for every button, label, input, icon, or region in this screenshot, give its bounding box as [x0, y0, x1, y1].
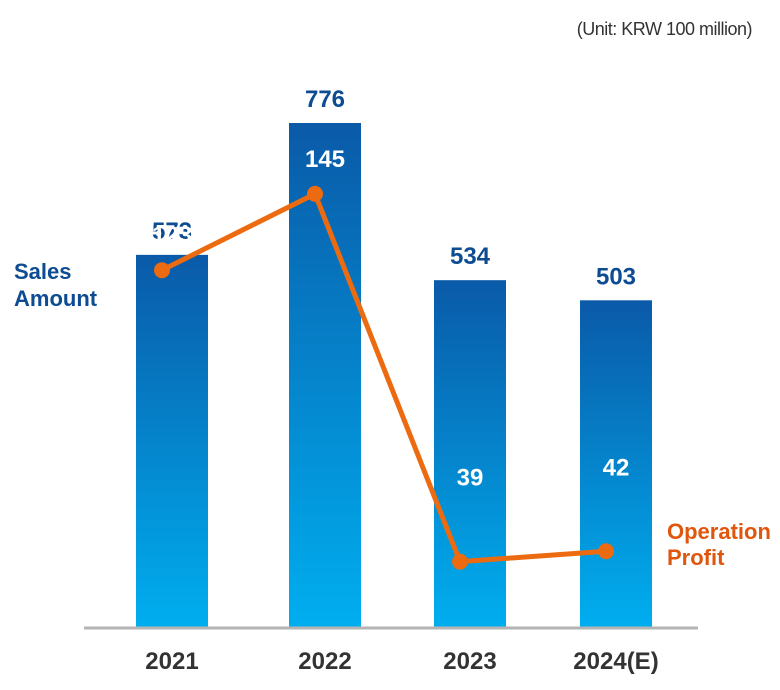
profit-point	[452, 553, 468, 570]
profit-value-label: 39	[457, 465, 484, 492]
bar-2024-e	[580, 300, 652, 627]
bar-2022	[289, 123, 361, 627]
unit-note: (Unit: KRW 100 million)	[577, 19, 752, 39]
sales-value-label: 573	[152, 218, 192, 245]
x-tick-label: 2022	[298, 648, 351, 675]
x-ticks-group: 2021 2022 2023 2024(E)	[145, 648, 658, 675]
profit-point	[307, 185, 323, 202]
legend-sales-line1: Sales	[14, 259, 72, 284]
profit-line-group: 123 145 39 42	[152, 146, 629, 570]
legend-profit-line2: Profit	[667, 545, 725, 570]
profit-value-label: 145	[305, 146, 345, 173]
sales-value-label: 776	[305, 86, 345, 113]
x-tick-label: 2024(E)	[573, 648, 658, 675]
profit-point	[598, 543, 614, 560]
profit-point	[154, 262, 170, 279]
sales-value-label: 503	[596, 263, 636, 290]
x-tick-label: 2021	[145, 648, 198, 675]
legend-profit-line1: Operation	[667, 519, 771, 544]
sales-value-label: 534	[450, 243, 491, 270]
profit-value-label: 123	[152, 222, 192, 249]
legend-sales-line2: Amount	[14, 286, 98, 311]
profit-line	[160, 191, 607, 565]
bars-group: 573 776 534 503	[136, 86, 652, 627]
bar-2021	[136, 254, 208, 627]
bar-2023	[434, 280, 506, 627]
x-tick-label: 2023	[443, 648, 496, 675]
profit-value-label: 42	[603, 454, 630, 481]
